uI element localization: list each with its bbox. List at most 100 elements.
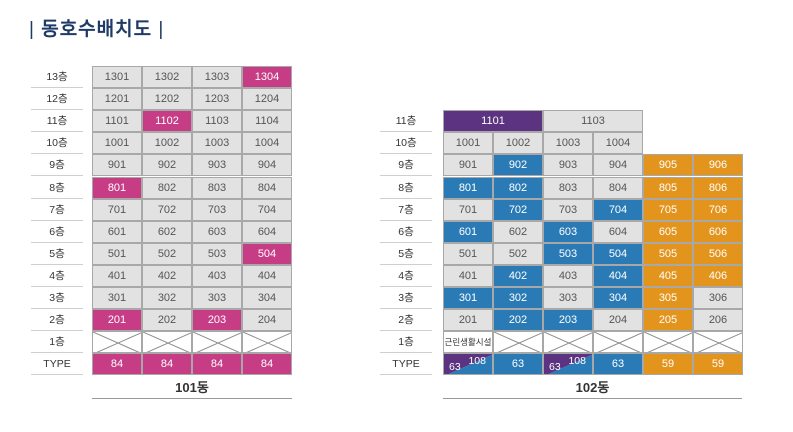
floor-label: 6층 — [380, 221, 432, 243]
unit-703: 703 — [543, 198, 593, 221]
floor-label: 1층 — [31, 331, 83, 354]
unit-63: 63 — [493, 353, 543, 376]
unit-402: 402 — [493, 264, 543, 287]
title-bar-right: | — [158, 19, 165, 40]
unit-802: 802 — [493, 176, 543, 199]
unit-702: 702 — [493, 198, 543, 221]
unit-404: 404 — [242, 264, 292, 287]
unit-904: 904 — [242, 154, 292, 177]
unit-84: 84 — [242, 353, 292, 376]
unit-905: 905 — [643, 154, 693, 177]
unit-1003: 1003 — [192, 132, 242, 155]
split-type-shape — [444, 354, 492, 375]
cross-mark — [93, 332, 141, 353]
floor-label: 7층 — [380, 199, 432, 221]
unit-402: 402 — [142, 264, 192, 287]
unit-704: 704 — [593, 198, 643, 221]
building-102-caption: 102동 — [575, 380, 610, 395]
floor-label: 8층 — [31, 177, 83, 199]
unit-404: 404 — [593, 264, 643, 287]
floor-label: 3층 — [31, 287, 83, 310]
unit-void — [493, 331, 543, 354]
floor-label: 11층 — [31, 110, 83, 133]
unit-306: 306 — [693, 287, 743, 310]
unit-63: 63 108 — [443, 353, 493, 376]
unit-403: 403 — [543, 264, 593, 287]
unit-906: 906 — [693, 154, 743, 177]
unit-201: 201 — [92, 309, 142, 332]
floor-label: 10층 — [31, 132, 83, 155]
unit-void — [543, 331, 593, 354]
cross-mark — [544, 332, 592, 353]
floor-label: 9층 — [380, 154, 432, 177]
unit-59: 59 — [643, 353, 693, 376]
unit-1101: 1101 — [92, 110, 142, 133]
unit-1303: 1303 — [192, 66, 242, 89]
unit-301: 301 — [92, 287, 142, 310]
unit-1002: 1002 — [142, 132, 192, 155]
floor-label: 5층 — [380, 243, 432, 265]
unit-1202: 1202 — [142, 88, 192, 111]
unit-1103: 1103 — [192, 110, 242, 133]
floor-label: 4층 — [31, 265, 83, 287]
unit-602: 602 — [142, 220, 192, 243]
floor-label: 8층 — [380, 177, 432, 199]
unit-1203: 1203 — [192, 88, 242, 111]
unit-704: 704 — [242, 198, 292, 221]
unit-805: 805 — [643, 176, 693, 199]
unit-1004: 1004 — [593, 132, 643, 155]
unit-601: 601 — [443, 220, 493, 243]
unit-1101: 1101 — [443, 110, 543, 133]
unit-63: 63 — [593, 353, 643, 376]
unit-1102: 1102 — [142, 110, 192, 133]
unit-1302: 1302 — [142, 66, 192, 89]
type-label-large: 108 — [468, 355, 486, 368]
unit-302: 302 — [493, 287, 543, 310]
unit-59: 59 — [693, 353, 743, 376]
floor-label: 11층 — [380, 110, 432, 133]
unit-706: 706 — [693, 198, 743, 221]
unit-206: 206 — [693, 309, 743, 332]
floor-label: 1층 — [380, 331, 432, 354]
unit-302: 302 — [142, 287, 192, 310]
unit-801: 801 — [92, 176, 142, 199]
cross-mark — [644, 332, 692, 353]
unit-1104: 1104 — [242, 110, 292, 133]
floor-label: 10층 — [380, 132, 432, 155]
unit-804: 804 — [593, 176, 643, 199]
unit-902: 902 — [493, 154, 543, 177]
floor-label: TYPE — [31, 353, 83, 376]
floor-label: 6층 — [31, 221, 83, 243]
unit-904: 904 — [593, 154, 643, 177]
unit-502: 502 — [142, 242, 192, 265]
unit-603: 603 — [543, 220, 593, 243]
unit-84: 84 — [92, 353, 142, 376]
unit-504: 504 — [242, 242, 292, 265]
cross-mark — [694, 332, 742, 353]
unit-301: 301 — [443, 287, 493, 310]
unit-602: 602 — [493, 220, 543, 243]
unit-401: 401 — [443, 264, 493, 287]
floor-label: TYPE — [380, 353, 432, 376]
unit-503: 503 — [192, 242, 242, 265]
unit-901: 901 — [443, 154, 493, 177]
cross-mark — [494, 332, 542, 353]
unit-1304: 1304 — [242, 66, 292, 89]
unit-void — [643, 331, 693, 354]
unit-604: 604 — [593, 220, 643, 243]
unit-304: 304 — [593, 287, 643, 310]
page-title: | 동호수배치도 | — [29, 14, 164, 41]
unit-203: 203 — [543, 309, 593, 332]
building-102-baseline — [443, 398, 742, 399]
unit-1003: 1003 — [543, 132, 593, 155]
unit-void — [142, 331, 192, 354]
unit-804: 804 — [242, 176, 292, 199]
unit-205: 205 — [643, 309, 693, 332]
floor-label: 2층 — [380, 309, 432, 332]
unit-901: 901 — [92, 154, 142, 177]
type-label-small: 63 — [449, 361, 461, 374]
cross-mark — [143, 332, 191, 353]
unit-1004: 1004 — [242, 132, 292, 155]
unit-84: 84 — [192, 353, 242, 376]
unit-803: 803 — [543, 176, 593, 199]
